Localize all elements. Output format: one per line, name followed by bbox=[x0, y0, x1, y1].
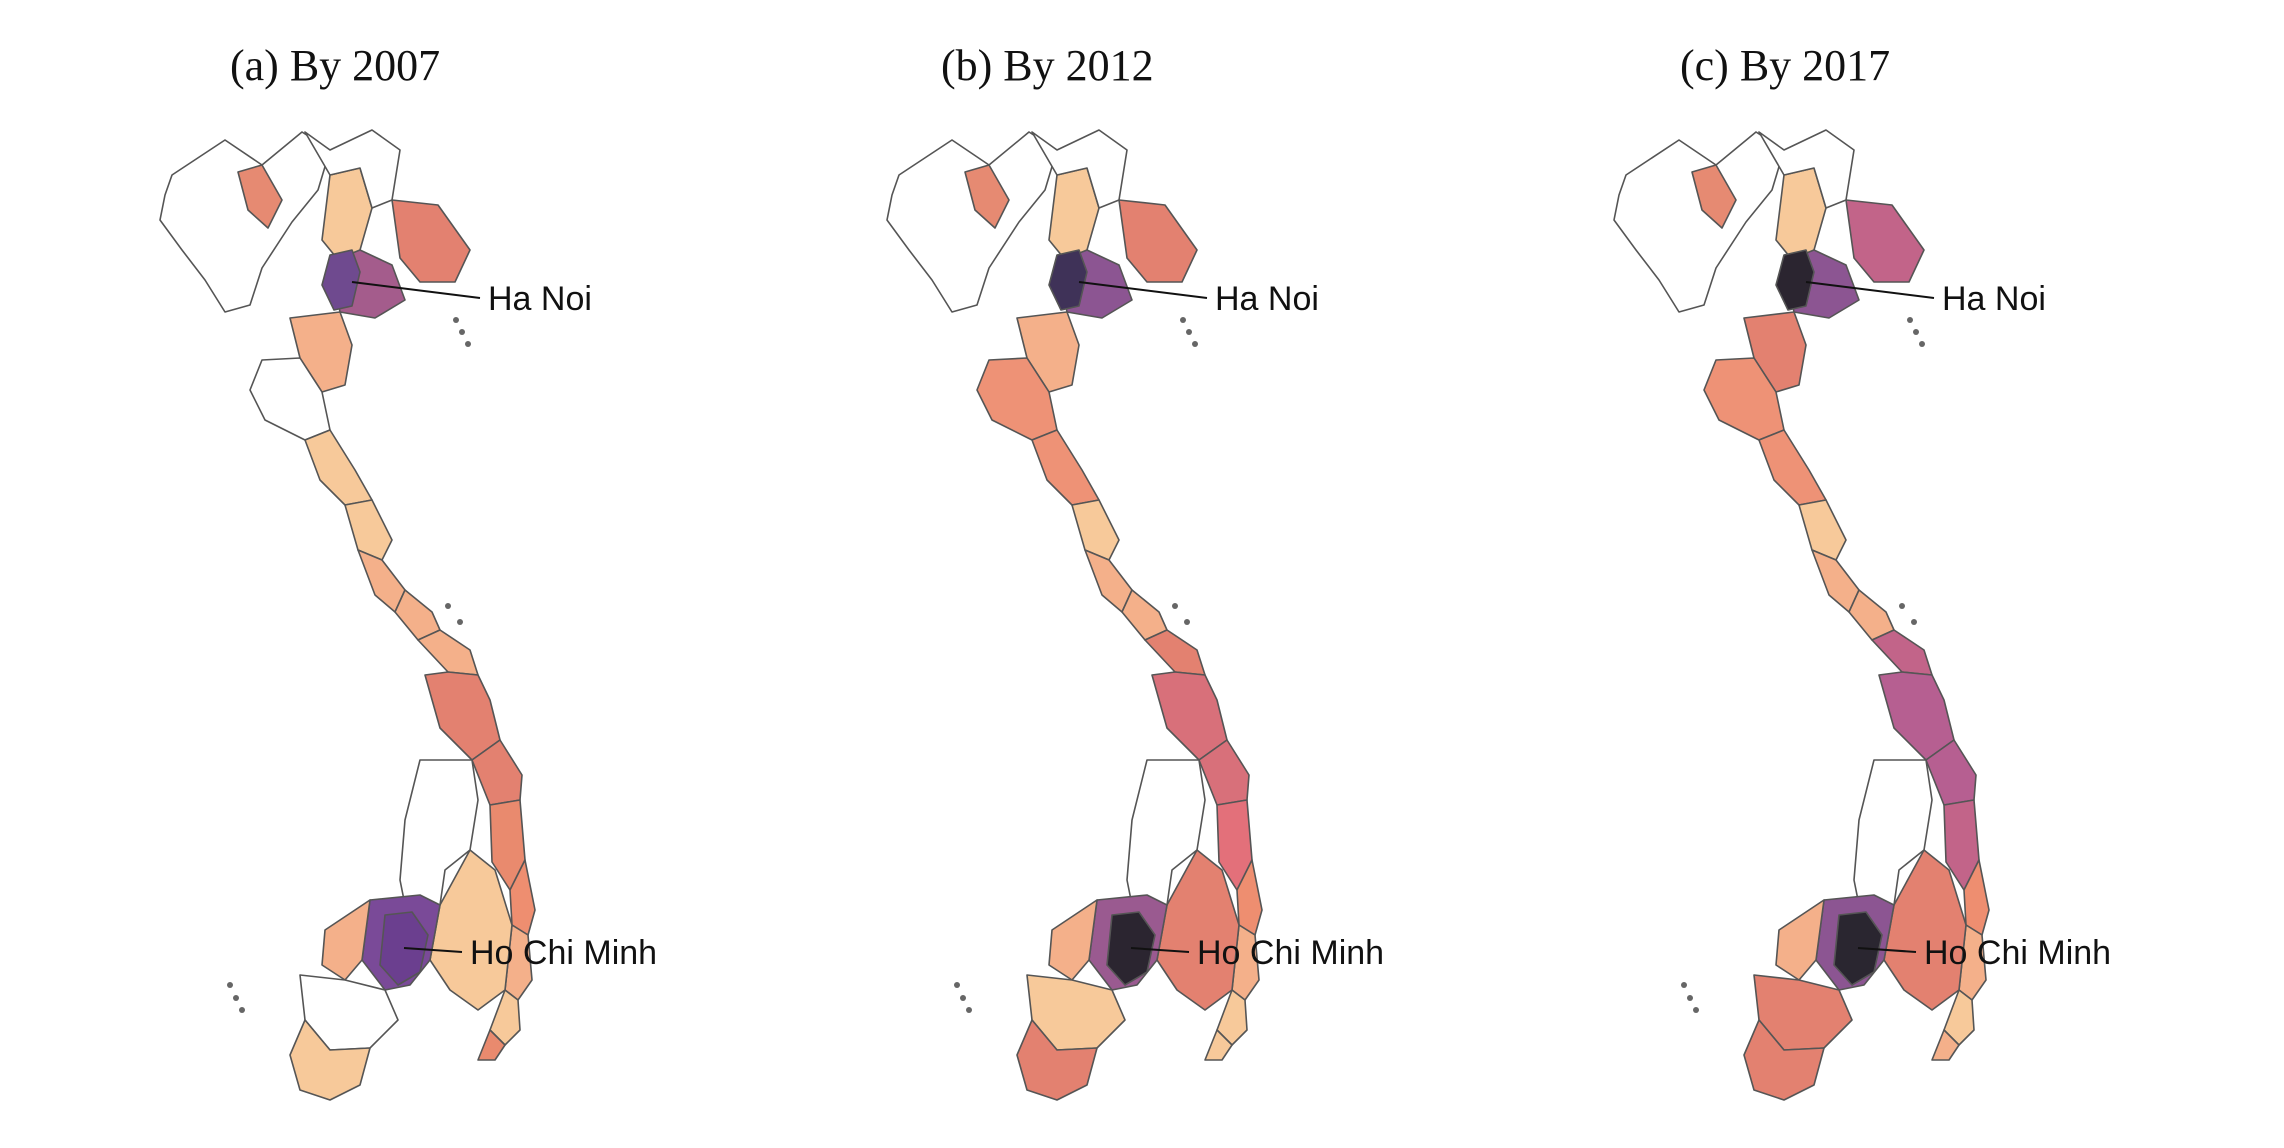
province-nw-isolated bbox=[1691, 164, 1737, 229]
map-panel-2012: (b) By 2012 Ha Noi Ho Chi Minh bbox=[727, 0, 1487, 1148]
panel-title: (a) By 2007 bbox=[230, 41, 441, 90]
province-central-high bbox=[399, 759, 479, 931]
province-da-nang bbox=[1878, 671, 1955, 761]
province-binh-dinh bbox=[1963, 859, 1990, 936]
panel-title: (c) By 2017 bbox=[1680, 41, 1891, 90]
province-nw-outline bbox=[159, 131, 331, 313]
province-nw-outline bbox=[886, 131, 1058, 313]
province-da-nang bbox=[424, 671, 501, 761]
province-mekong-c bbox=[1743, 1019, 1825, 1101]
province-da-nang bbox=[1151, 671, 1228, 761]
province-khanh-hoa bbox=[1943, 989, 1975, 1046]
island-dot bbox=[1180, 317, 1186, 323]
map-panel-2017: (c) By 2017 Ha Noi Ho Chi Minh bbox=[1454, 0, 2214, 1148]
province-hanoi-core bbox=[1048, 249, 1088, 311]
province-ha-tinh bbox=[1798, 499, 1847, 561]
map-panel-2007: (a) By 2007 Ha Noi Ho Chi Minh bbox=[0, 0, 760, 1148]
vietnam-map: Ha Noi Ho Chi Minh bbox=[1613, 129, 2111, 1101]
vietnam-map: Ha Noi Ho Chi Minh bbox=[886, 129, 1384, 1101]
island-dot bbox=[960, 995, 966, 1001]
island-dot bbox=[1687, 995, 1693, 1001]
island-dot bbox=[227, 982, 233, 988]
island-dot bbox=[1192, 341, 1198, 347]
province-hue bbox=[1871, 629, 1933, 676]
leader-line-south bbox=[403, 947, 463, 953]
province-quang-tri bbox=[1121, 589, 1168, 641]
province-binh-dinh bbox=[509, 859, 536, 936]
province-hue bbox=[1144, 629, 1206, 676]
leader-line-south bbox=[1857, 947, 1917, 953]
panel-title: (b) By 2012 bbox=[941, 41, 1154, 90]
province-quang-binh bbox=[1811, 549, 1860, 613]
island-dot bbox=[1911, 619, 1917, 625]
island-dot bbox=[1184, 619, 1190, 625]
province-dong-nai bbox=[429, 849, 513, 1011]
city-label-ho-chi-minh: Ho Chi Minh bbox=[470, 934, 657, 972]
island-dot bbox=[465, 341, 471, 347]
island-dot bbox=[1186, 329, 1192, 335]
island-dot bbox=[954, 982, 960, 988]
leader-line-north bbox=[351, 281, 481, 299]
province-quang-tri bbox=[1848, 589, 1895, 641]
province-mekong-a bbox=[1775, 899, 1825, 981]
province-central-high bbox=[1853, 759, 1933, 931]
island-dot bbox=[239, 1007, 245, 1013]
province-dong-nai bbox=[1156, 849, 1240, 1011]
province-nghe-an bbox=[1031, 429, 1100, 506]
island-dot bbox=[445, 603, 451, 609]
island-dot bbox=[1172, 603, 1178, 609]
province-central-high bbox=[1126, 759, 1206, 931]
province-ha-tinh bbox=[1071, 499, 1120, 561]
island-dot bbox=[1907, 317, 1913, 323]
province-nw-isolated bbox=[964, 164, 1010, 229]
province-nghe-an bbox=[1758, 429, 1827, 506]
island-dot bbox=[1919, 341, 1925, 347]
province-mekong-c bbox=[289, 1019, 371, 1101]
province-binh-dinh bbox=[1236, 859, 1263, 936]
province-ninh-thuan bbox=[1204, 1029, 1233, 1061]
province-nw-isolated bbox=[237, 164, 283, 229]
province-ninh-thuan bbox=[477, 1029, 506, 1061]
city-label-ha-noi: Ha Noi bbox=[1215, 280, 1319, 318]
island-dot bbox=[1681, 982, 1687, 988]
province-khanh-hoa bbox=[489, 989, 521, 1046]
island-dot bbox=[457, 619, 463, 625]
province-hue bbox=[417, 629, 479, 676]
province-quang-nam bbox=[1198, 739, 1250, 806]
island-dot bbox=[233, 995, 239, 1001]
island-dot bbox=[453, 317, 459, 323]
city-label-ha-noi: Ha Noi bbox=[1942, 280, 2046, 318]
province-mekong-a bbox=[321, 899, 371, 981]
vietnam-map: Ha Noi Ho Chi Minh bbox=[159, 129, 657, 1101]
province-mekong-a bbox=[1048, 899, 1098, 981]
province-quang-nam bbox=[471, 739, 523, 806]
province-quang-binh bbox=[1084, 549, 1133, 613]
province-north-east bbox=[1118, 199, 1198, 283]
city-label-ho-chi-minh: Ho Chi Minh bbox=[1197, 934, 1384, 972]
province-quang-tri bbox=[394, 589, 441, 641]
island-dot bbox=[1899, 603, 1905, 609]
province-ninh-thuan bbox=[1931, 1029, 1960, 1061]
leader-line-south bbox=[1130, 947, 1190, 953]
province-khanh-hoa bbox=[1216, 989, 1248, 1046]
city-label-ho-chi-minh: Ho Chi Minh bbox=[1924, 934, 2111, 972]
province-hanoi-core bbox=[1775, 249, 1815, 311]
province-hanoi-core bbox=[321, 249, 361, 311]
province-nw-outline bbox=[1613, 131, 1785, 313]
province-nghe-an bbox=[304, 429, 373, 506]
island-dot bbox=[1693, 1007, 1699, 1013]
province-ha-tinh bbox=[344, 499, 393, 561]
province-mekong-c bbox=[1016, 1019, 1098, 1101]
island-dot bbox=[459, 329, 465, 335]
city-label-ha-noi: Ha Noi bbox=[488, 280, 592, 318]
leader-line-north bbox=[1078, 281, 1208, 299]
island-dot bbox=[966, 1007, 972, 1013]
province-dong-nai bbox=[1883, 849, 1967, 1011]
province-quang-binh bbox=[357, 549, 406, 613]
province-north-east bbox=[391, 199, 471, 283]
leader-line-north bbox=[1805, 281, 1935, 299]
island-dot bbox=[1913, 329, 1919, 335]
province-quang-nam bbox=[1925, 739, 1977, 806]
province-north-east bbox=[1845, 199, 1925, 283]
